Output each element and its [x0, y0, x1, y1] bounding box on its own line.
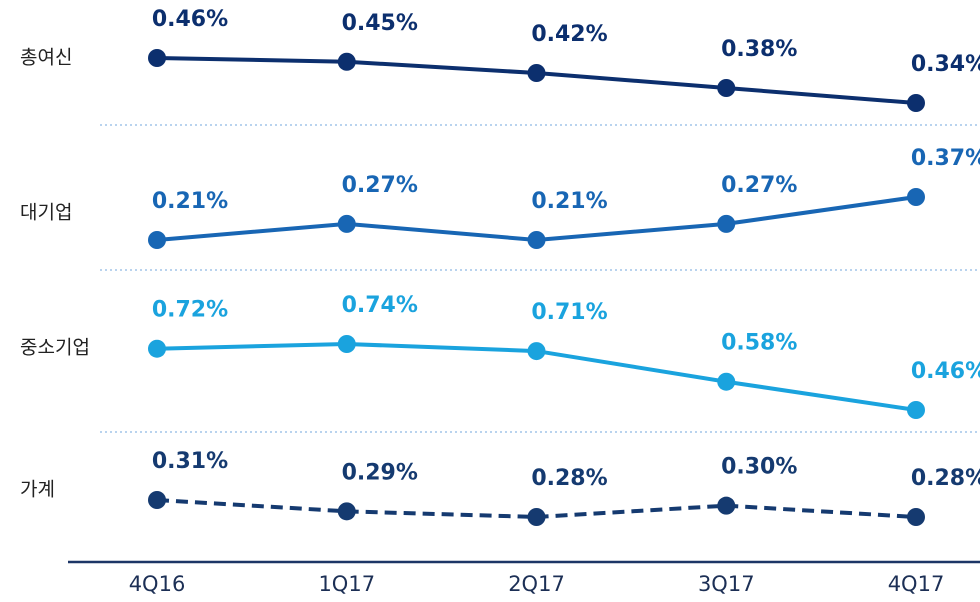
point — [907, 188, 925, 206]
value-label: 0.34% — [911, 52, 980, 77]
point — [907, 94, 925, 112]
value-label: 0.58% — [721, 331, 797, 356]
point — [527, 508, 546, 526]
value-label: 0.72% — [152, 298, 228, 323]
point — [337, 335, 356, 353]
value-label: 0.27% — [342, 173, 418, 198]
x-tick-label: 2Q17 — [508, 572, 565, 596]
value-label: 0.31% — [152, 449, 228, 474]
point — [527, 231, 546, 249]
value-label: 0.46% — [911, 359, 980, 384]
value-label: 0.28% — [531, 466, 607, 491]
point — [717, 79, 736, 97]
point — [717, 214, 736, 233]
value-label: 0.46% — [152, 7, 228, 32]
value-label: 0.42% — [531, 22, 607, 47]
point — [148, 49, 166, 67]
point — [717, 372, 736, 391]
point — [148, 231, 166, 249]
point — [337, 214, 356, 233]
value-label: 0.37% — [911, 146, 980, 171]
series-label: 가계 — [20, 479, 55, 501]
value-label: 0.21% — [152, 189, 228, 214]
value-label: 0.28% — [911, 466, 980, 491]
value-label: 0.45% — [342, 11, 418, 36]
value-label: 0.21% — [531, 189, 607, 214]
point — [337, 52, 356, 71]
series-label: 대기업 — [20, 202, 72, 224]
value-label: 0.71% — [531, 300, 607, 325]
point — [148, 491, 166, 509]
x-tick-label: 3Q17 — [698, 572, 755, 596]
point — [717, 496, 736, 515]
point — [527, 342, 546, 361]
point — [907, 401, 925, 419]
line — [156, 498, 917, 520]
x-tick-label: 4Q16 — [129, 572, 186, 596]
point — [148, 339, 166, 358]
value-label: 0.30% — [721, 455, 797, 480]
point — [527, 64, 546, 82]
value-label: 0.27% — [721, 173, 797, 198]
x-tick-label: 1Q17 — [318, 572, 375, 596]
series-label: 중소기업 — [20, 337, 90, 359]
value-label: 0.74% — [342, 293, 418, 318]
value-label: 0.38% — [721, 37, 797, 62]
point — [337, 502, 356, 521]
point — [907, 508, 925, 526]
value-label: 0.29% — [342, 460, 418, 485]
x-tick-label: 4Q17 — [888, 572, 945, 596]
series-label: 총여신 — [20, 47, 72, 69]
